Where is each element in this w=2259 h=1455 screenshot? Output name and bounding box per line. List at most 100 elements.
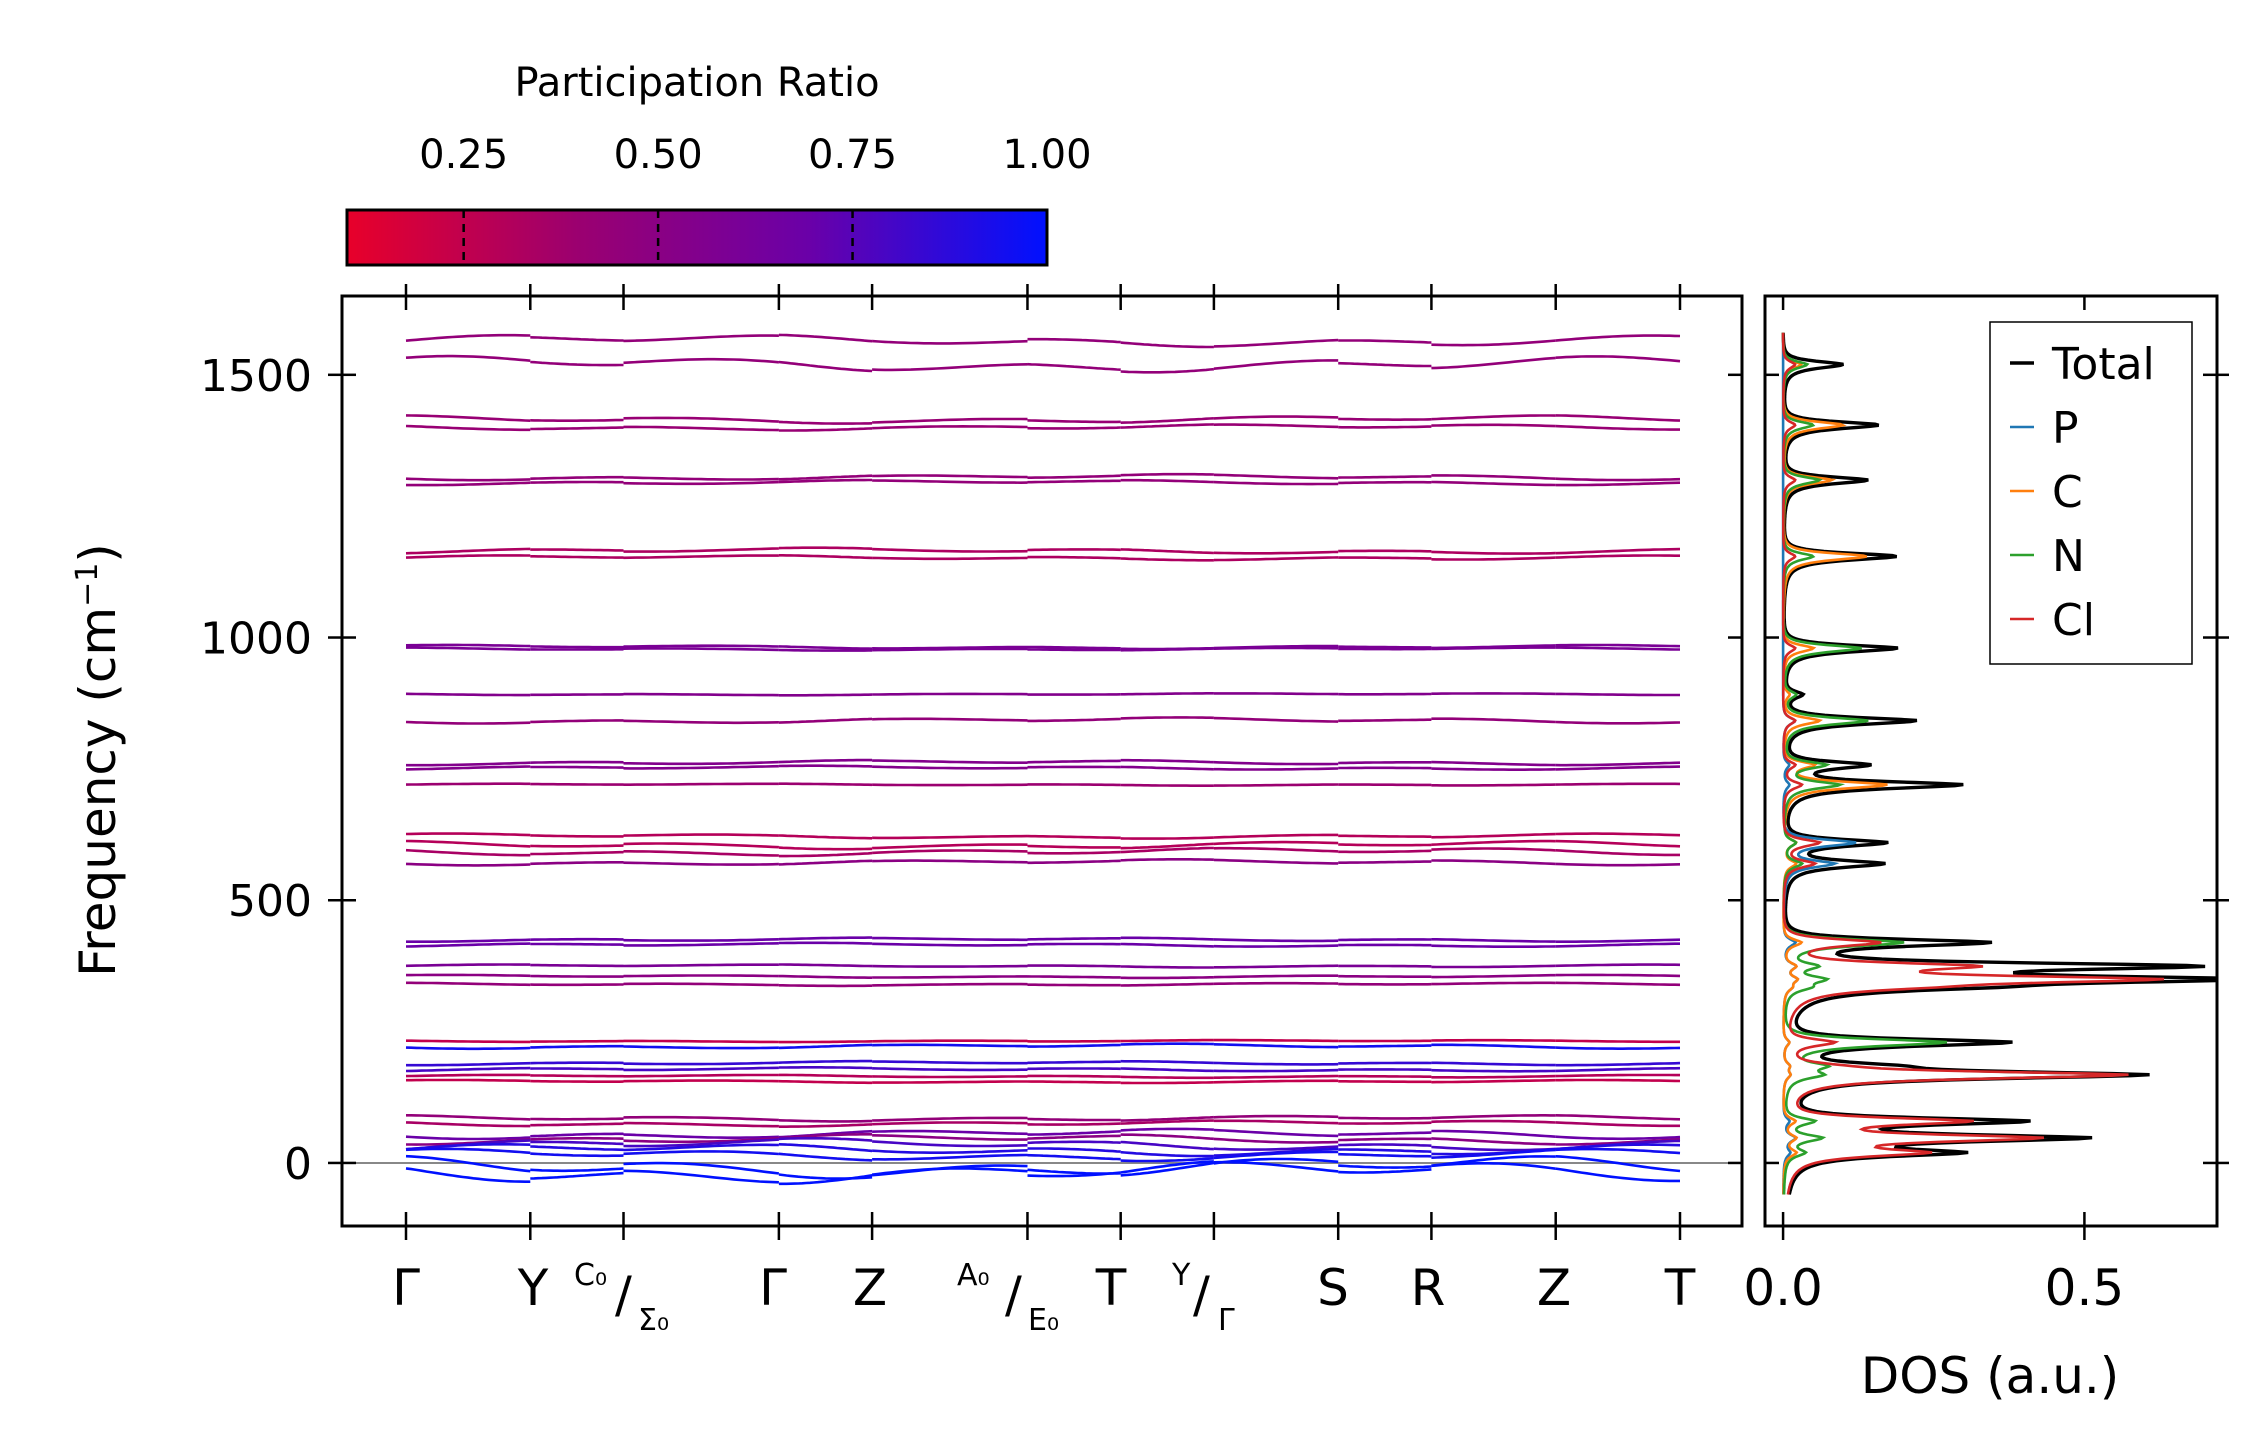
band-line — [1213, 1160, 1339, 1173]
band-line — [1338, 1137, 1432, 1142]
band-line — [1027, 474, 1121, 479]
band-line — [1555, 839, 1681, 848]
band-line — [1120, 557, 1214, 562]
band-line — [1027, 1130, 1121, 1136]
band-line — [406, 1061, 531, 1067]
band-line — [1338, 361, 1432, 368]
dos-axes-frame — [1763, 294, 2219, 1228]
band-line — [871, 1167, 1028, 1176]
band-line — [872, 647, 1028, 652]
band-line — [1027, 1117, 1121, 1122]
q-label-z-2: Z — [1537, 1259, 1571, 1317]
band-line — [1213, 1145, 1339, 1151]
band-line — [872, 843, 1028, 850]
band-line — [530, 475, 624, 480]
band-line — [1338, 1044, 1432, 1048]
band-line — [405, 1121, 531, 1128]
band-line — [406, 1114, 531, 1121]
band-line — [1120, 1160, 1214, 1174]
band-line — [778, 360, 873, 373]
legend-label-cl: Cl — [2052, 595, 2095, 646]
band-line — [405, 862, 531, 867]
band-line — [1431, 423, 1556, 428]
colorbar-gradient — [345, 208, 1049, 267]
band-line — [1120, 942, 1214, 948]
band-line — [405, 1046, 531, 1051]
band-line — [1027, 419, 1121, 424]
q-label-gamma-1: Γ — [392, 1259, 420, 1317]
band-line — [1555, 1073, 1680, 1078]
band-line — [405, 424, 531, 432]
band-line — [1120, 765, 1214, 771]
band-line — [1555, 424, 1680, 431]
band-line — [1027, 975, 1121, 979]
y-tick-label: 1000 — [200, 614, 312, 665]
band-line — [778, 1137, 873, 1142]
band-line — [623, 850, 779, 857]
band-line — [1338, 1164, 1432, 1169]
band-line — [1213, 1119, 1339, 1125]
band-line — [530, 1167, 624, 1173]
colorbar-tick-label: 0.25 — [419, 132, 508, 178]
band-line — [1555, 1155, 1681, 1173]
q-label-y: Y — [517, 1259, 549, 1317]
band-line — [778, 1133, 873, 1140]
band-line — [1213, 760, 1339, 766]
y-tick-label: 1500 — [200, 351, 312, 402]
band-line — [872, 1116, 1028, 1122]
band-line — [872, 942, 1028, 947]
band-line — [1120, 647, 1214, 652]
band-line — [530, 1171, 624, 1180]
band-line — [623, 1169, 779, 1184]
band-line — [530, 360, 624, 367]
band-line — [405, 1066, 531, 1073]
band-line — [1338, 1121, 1432, 1125]
band-line — [1555, 547, 1681, 555]
band-line — [530, 844, 624, 848]
band-line — [1555, 782, 1681, 786]
band-line — [778, 693, 873, 697]
band-line — [1120, 716, 1214, 720]
band-line — [778, 474, 873, 481]
dos-curve-total — [1781, 332, 2217, 1195]
band-line — [872, 547, 1028, 553]
band-line — [1431, 1114, 1556, 1120]
y-tick-label: 500 — [228, 876, 312, 927]
legend: Total PCN Cl — [1989, 321, 2193, 665]
band-line — [1338, 974, 1432, 978]
band-line — [1120, 692, 1214, 696]
band-line — [778, 717, 873, 724]
band-line — [405, 1073, 531, 1078]
band-line — [623, 1161, 780, 1175]
band-line — [872, 982, 1028, 987]
band-line — [1213, 338, 1339, 348]
band-line — [1338, 849, 1432, 854]
band-line — [778, 1066, 873, 1070]
band-line — [1213, 981, 1339, 986]
band-line — [778, 1073, 873, 1078]
band-line — [405, 963, 531, 968]
band-line — [623, 938, 779, 942]
band-line — [1213, 359, 1339, 370]
band-line — [623, 425, 779, 432]
band-line — [872, 1043, 1028, 1048]
band-line — [872, 474, 1028, 479]
band-line — [1027, 859, 1121, 865]
band-line — [530, 760, 624, 764]
band-line — [1555, 1066, 1681, 1073]
band-line — [623, 760, 779, 766]
band-line — [1120, 1140, 1214, 1151]
band-line — [530, 1074, 624, 1078]
band-line — [872, 424, 1028, 430]
band-line — [1431, 1074, 1556, 1079]
band-line — [1027, 850, 1121, 855]
band-line — [1027, 1153, 1121, 1161]
band-line — [623, 861, 779, 866]
band-line — [1120, 846, 1214, 854]
band-line — [1431, 646, 1556, 651]
q-label-s: S — [1317, 1259, 1349, 1317]
band-line — [1027, 1171, 1121, 1178]
dos-x-tick-label: 0.0 — [1743, 1259, 1823, 1317]
band-line — [1120, 965, 1214, 969]
